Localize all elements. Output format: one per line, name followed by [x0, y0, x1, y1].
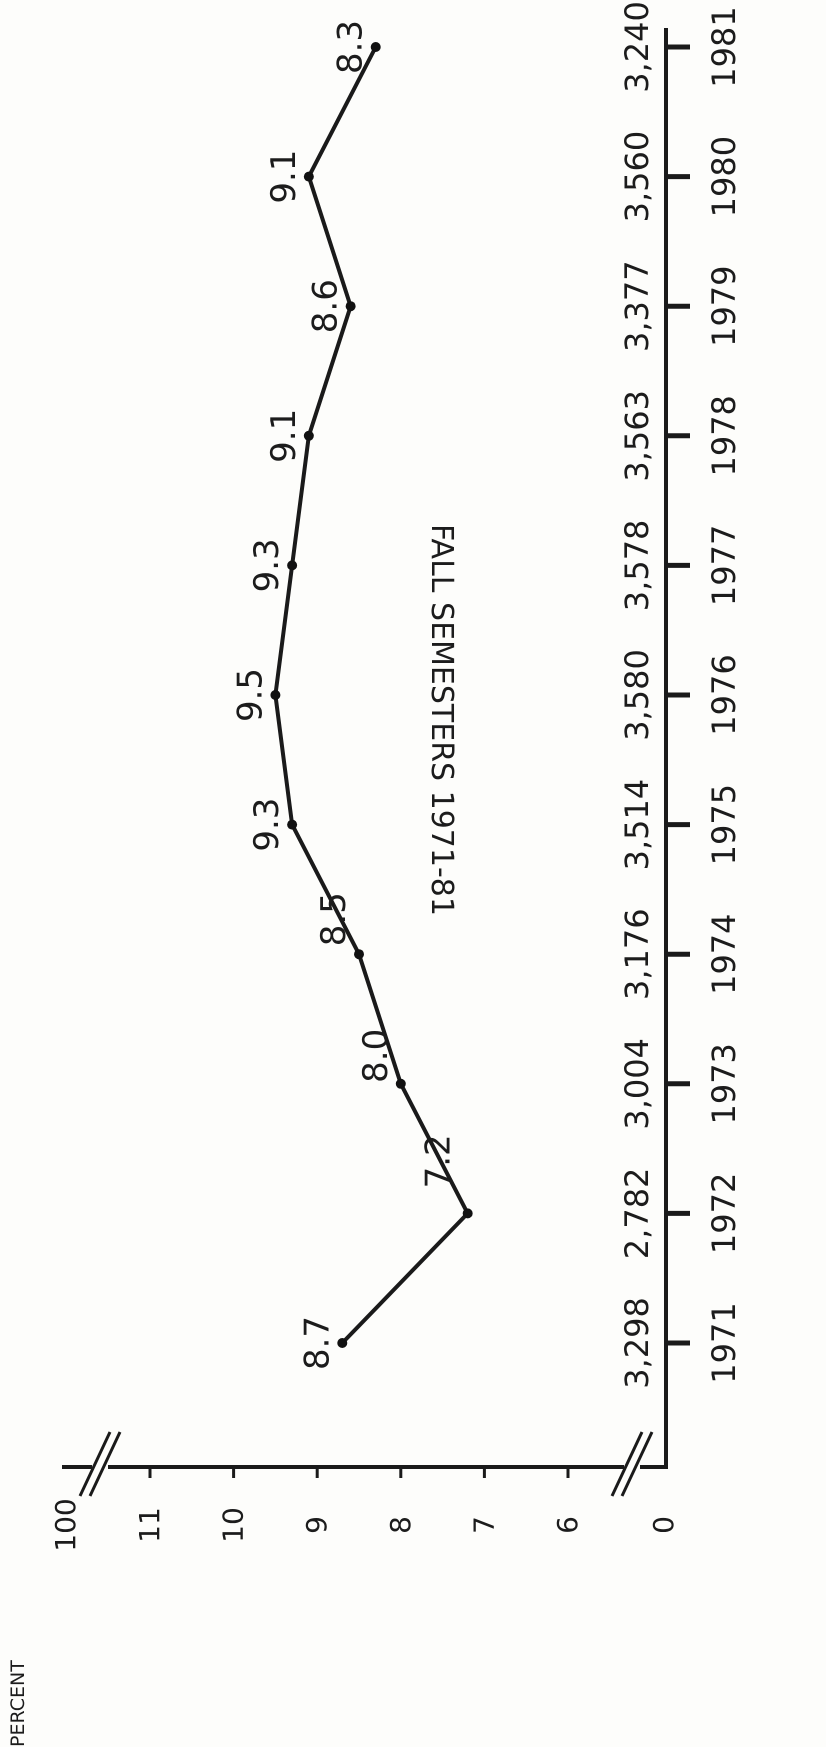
- y-tick-label: 11: [133, 1507, 166, 1543]
- data-point: [462, 1208, 473, 1219]
- data-label: 9.1: [264, 409, 304, 463]
- data-point: [303, 430, 314, 441]
- count-label: 3,563: [618, 390, 656, 482]
- y-tick-label: 6: [551, 1516, 584, 1534]
- y-tick-label: 10: [217, 1507, 250, 1543]
- data-points: [270, 42, 473, 1348]
- data-label: 8.0: [356, 1029, 396, 1083]
- data-label: 8.3: [331, 20, 371, 74]
- count-label: 3,514: [618, 779, 656, 871]
- year-labels: 1971 1972 1973 1974 1975 1976 1977 1978 1979 1980…: [705, 6, 743, 1383]
- data-label: 9.1: [264, 150, 304, 204]
- category-axis: [664, 28, 690, 1469]
- y-tick-label: 100: [49, 1498, 82, 1551]
- data-label: 7.2: [419, 1134, 459, 1188]
- y-axis-label: PERCENT: [7, 1660, 29, 1747]
- y-tick-label: 0: [647, 1516, 680, 1534]
- count-label: 2,782: [618, 1168, 656, 1260]
- y-ticks: 0 6 7 8 9 10 11 100: [49, 1467, 680, 1552]
- data-point: [370, 42, 381, 52]
- count-label: 3,004: [618, 1038, 656, 1130]
- x-ticks: [666, 44, 690, 1346]
- count-label: 3,240: [618, 1, 656, 93]
- axis-break-top-icon: [78, 1431, 122, 1497]
- year-label: 1976: [705, 654, 743, 735]
- data-label: 9.3: [247, 538, 287, 592]
- data-point: [303, 171, 314, 182]
- axis-break-bottom-icon: [610, 1431, 654, 1497]
- chart-title: FALL SEMESTERS 1971-81: [424, 524, 459, 916]
- year-label: 1981: [705, 6, 743, 87]
- y-tick-label: 9: [300, 1516, 333, 1534]
- y-tick-label: 8: [384, 1516, 417, 1534]
- count-label: 3,298: [618, 1297, 656, 1389]
- y-tick-label: 7: [467, 1516, 500, 1534]
- data-point: [354, 949, 364, 960]
- data-label: 8.6: [306, 279, 346, 333]
- year-label: 1973: [705, 1043, 743, 1124]
- year-label: 1980: [705, 136, 743, 217]
- year-label: 1971: [705, 1302, 743, 1383]
- data-point: [395, 1078, 406, 1089]
- count-label: 3,560: [618, 131, 656, 223]
- data-label: 9.3: [247, 798, 287, 852]
- value-axis: 0 6 7 8 9 10 11 100: [49, 1431, 680, 1552]
- count-label: 3,580: [618, 649, 656, 741]
- count-labels: 3,298 2,782 3,004 3,176 3,514 3,580 3,578 3,563…: [618, 1, 656, 1389]
- year-label: 1978: [705, 395, 743, 476]
- count-label: 3,176: [618, 908, 656, 1000]
- year-label: 1972: [705, 1173, 743, 1254]
- data-label: 8.7: [297, 1316, 337, 1370]
- count-label: 3,578: [618, 520, 656, 612]
- data-labels: 8.7 7.2 8.0 8.5 9.3 9.5 9.3 9.1 8.6 9.1 8.3: [230, 20, 458, 1370]
- data-label: 8.5: [314, 892, 354, 946]
- year-label: 1975: [705, 784, 743, 865]
- year-label: 1979: [705, 265, 743, 346]
- data-point: [270, 690, 281, 700]
- year-label: 1974: [705, 913, 743, 994]
- data-point: [287, 560, 298, 571]
- data-point: [287, 819, 298, 830]
- year-label: 1977: [705, 525, 743, 606]
- data-label: 9.5: [230, 668, 270, 722]
- data-point: [345, 301, 356, 312]
- count-label: 3,377: [618, 260, 656, 352]
- data-point: [337, 1338, 348, 1348]
